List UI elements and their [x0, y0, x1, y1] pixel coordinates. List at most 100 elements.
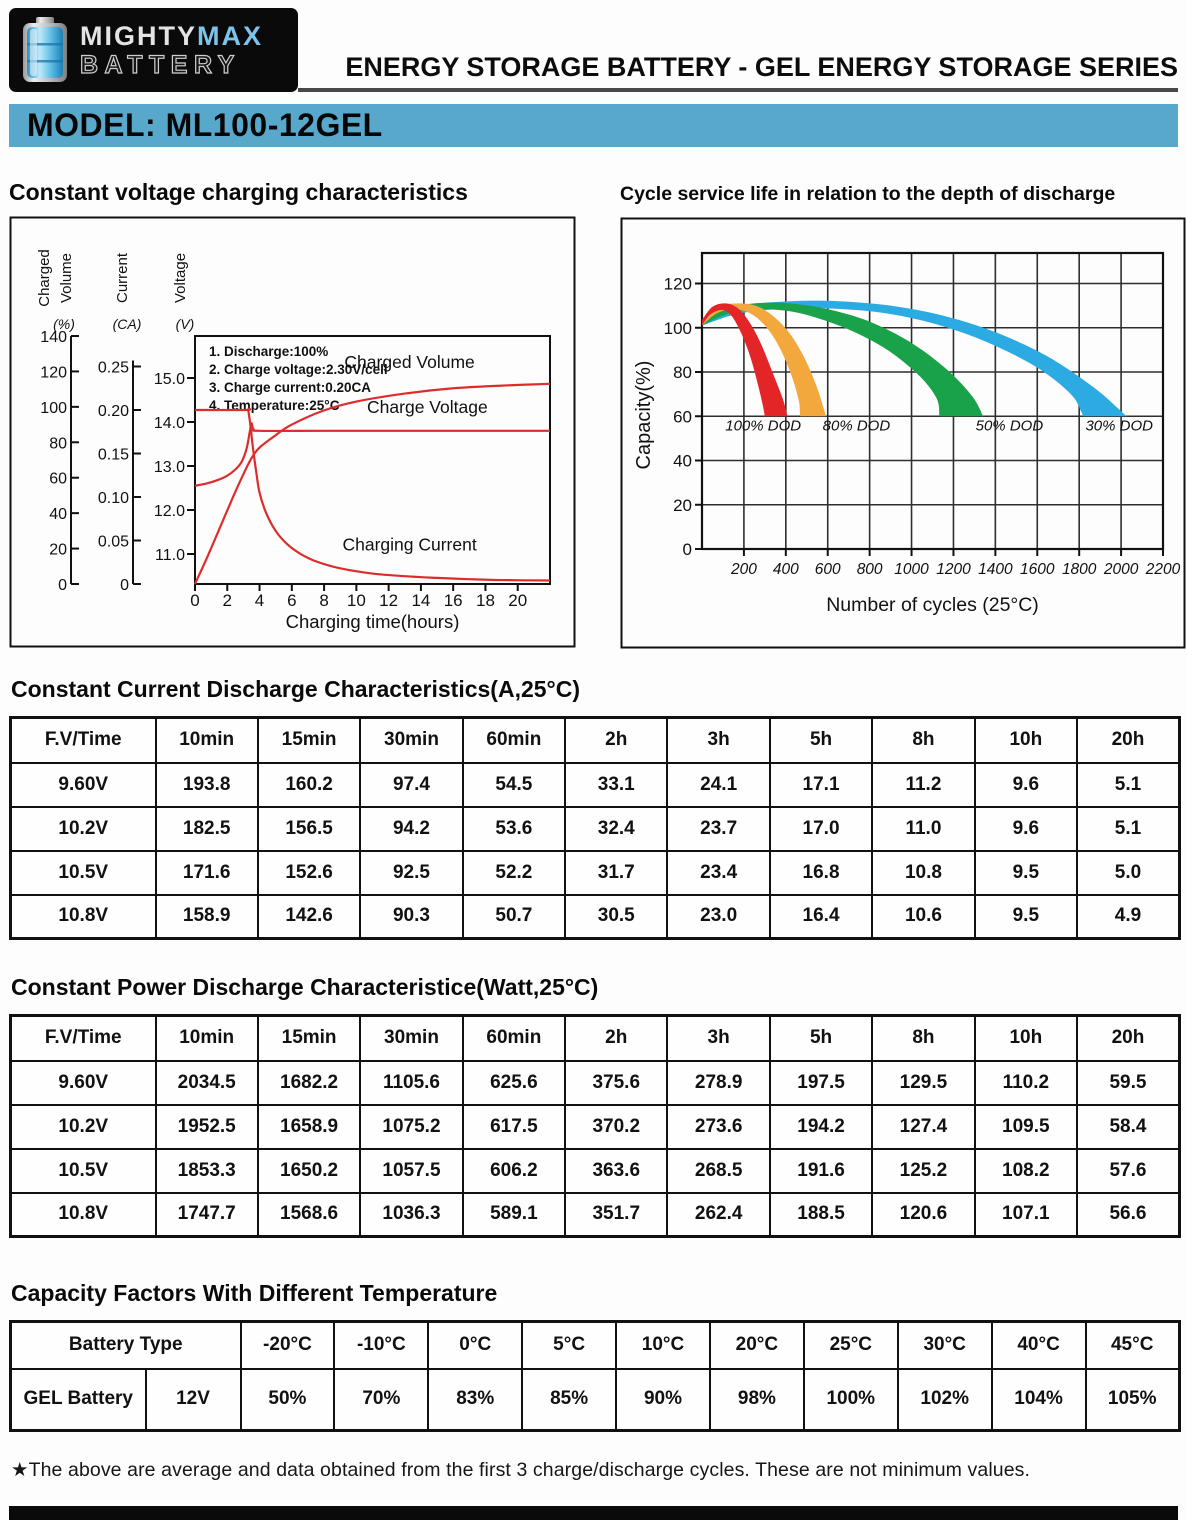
- cycle-life-chart: 100% DOD 80% DOD 50% DOD 30% DOD 0 20 40 60 80 10…: [620, 217, 1186, 654]
- series-label: Charge Voltage: [367, 397, 488, 417]
- table-cell: 30.5: [564, 893, 669, 940]
- column-header: 5h: [768, 716, 874, 764]
- table-cell: 370.2: [564, 1103, 669, 1150]
- svg-text:120: 120: [664, 275, 692, 294]
- bottom-bar: [9, 1506, 1178, 1520]
- table-cell: 97.4: [359, 761, 464, 808]
- table-cell: 57.6: [1076, 1147, 1181, 1194]
- table-row: 10.5V 1853.3 1650.2 1057.5 606.2 363.6 268.5 19…: [9, 1147, 1181, 1194]
- charging-characteristics-chart: 0 20 40 60 80 100 120 140 0 0.05 0.10 0.15 0.20 0.25 1…: [9, 216, 576, 653]
- svg-text:20: 20: [508, 591, 527, 610]
- table-cell: 142.6: [256, 893, 362, 940]
- capacity-factors-section: Capacity Factors With Different Temperat…: [9, 1280, 1181, 1432]
- cycle-life-chart-title: Cycle service life in relation to the de…: [620, 183, 1116, 205]
- svg-text:80: 80: [673, 363, 692, 382]
- svg-text:0.25: 0.25: [98, 360, 129, 377]
- capacity-factor-cell: 100%: [802, 1367, 899, 1432]
- column-header: F.V/Time: [9, 716, 157, 764]
- constant-current-section: Constant Current Discharge Characteristi…: [9, 676, 1181, 940]
- table-cell: 108.2: [973, 1147, 1079, 1194]
- temperature-header: 30°C: [896, 1320, 993, 1370]
- table-cell: 160.2: [256, 761, 362, 808]
- table-cell: 1105.6: [359, 1059, 464, 1106]
- table-cell: 5.0: [1076, 849, 1181, 896]
- brand-logo: MIGHTYMAX BATTERY: [9, 8, 298, 92]
- table-cell: 1057.5: [359, 1147, 464, 1194]
- column-header: 15min: [256, 716, 362, 764]
- table-cell: 1853.3: [154, 1147, 259, 1194]
- table-cell: 9.6: [973, 805, 1079, 852]
- temperature-header: -20°C: [239, 1320, 336, 1370]
- battery-type-header: Battery Type: [9, 1320, 242, 1370]
- svg-text:2: 2: [223, 591, 232, 610]
- svg-text:12.0: 12.0: [154, 503, 185, 520]
- table-cell: 617.5: [461, 1103, 567, 1150]
- svg-text:13.0: 13.0: [154, 459, 185, 476]
- table-cell: 9.5: [973, 849, 1079, 896]
- svg-text:14.0: 14.0: [154, 415, 185, 432]
- temperature-header: 20°C: [708, 1320, 805, 1370]
- table-cell: 375.6: [564, 1059, 669, 1106]
- capacity-factor-cell: 85%: [521, 1367, 618, 1432]
- table-cell: 23.4: [666, 849, 771, 896]
- svg-text:200: 200: [730, 561, 757, 578]
- svg-text:0: 0: [58, 577, 67, 594]
- column-header: 10h: [973, 1014, 1079, 1062]
- svg-text:140: 140: [40, 329, 67, 346]
- table-cell: 16.8: [768, 849, 874, 896]
- svg-text:8: 8: [319, 591, 328, 610]
- table-cell: 1658.9: [256, 1103, 362, 1150]
- svg-text:1800: 1800: [1062, 561, 1097, 578]
- table-cell: 262.4: [666, 1191, 771, 1238]
- column-header: 20h: [1076, 716, 1181, 764]
- column-header: 30min: [359, 1014, 464, 1062]
- dod-label: 80% DOD: [823, 418, 891, 435]
- svg-text:11.0: 11.0: [155, 547, 185, 564]
- table-row: 10.2V 1952.5 1658.9 1075.2 617.5 370.2 273.6 19…: [9, 1103, 1181, 1150]
- table-cell: 56.6: [1076, 1191, 1181, 1238]
- table-cell: 1650.2: [256, 1147, 362, 1194]
- dod-band: [702, 302, 984, 417]
- svg-text:0.20: 0.20: [98, 403, 129, 420]
- capacity-factor-cell: 104%: [990, 1367, 1087, 1432]
- table-header-row: Battery Type -20°C -10°C 0°C 5°C 10°C 20°C 25°C…: [9, 1320, 1181, 1370]
- column-header: 8h: [871, 1014, 976, 1062]
- table-row: GEL Battery 12V 50% 70% 83% 85% 90% 98% 100% 102%…: [9, 1367, 1181, 1432]
- constant-current-table-holder: F.V/Time 10min 15min 30min 60min 2h 3h 5h 8h 10h 2…: [9, 716, 1181, 940]
- battery-voltage-cell: 12V: [144, 1367, 242, 1432]
- svg-text:1. Discharge:100%: 1. Discharge:100%: [209, 344, 328, 359]
- column-header: 30min: [359, 716, 464, 764]
- constant-power-table-holder: F.V/Time 10min 15min 30min 60min 2h 3h 5h 8h 10h 2…: [9, 1014, 1181, 1238]
- svg-text:16: 16: [444, 591, 463, 610]
- table-row: 10.2V 182.5 156.5 94.2 53.6 32.4 23.7 17.0 11.0 9…: [9, 805, 1181, 852]
- dod-label: 100% DOD: [725, 418, 801, 435]
- table-cell: 59.5: [1076, 1059, 1181, 1106]
- table-cell: 31.7: [564, 849, 669, 896]
- table-cell: 11.2: [871, 761, 976, 808]
- temperature-header: 5°C: [521, 1320, 618, 1370]
- dod-band: [702, 303, 788, 417]
- capacity-factors-table-title: Capacity Factors With Different Temperat…: [11, 1280, 498, 1306]
- series-label: Charging Current: [342, 535, 476, 555]
- constant-power-section: Constant Power Discharge Characteristice…: [9, 974, 1181, 1238]
- table-cell: 16.4: [768, 893, 874, 940]
- series-title-rule: ENERGY STORAGE BATTERY - GEL ENERGY STOR…: [298, 52, 1178, 92]
- svg-text:1600: 1600: [1020, 561, 1055, 578]
- table-cell: 351.7: [564, 1191, 669, 1238]
- table-cell: 9.60V: [9, 1059, 157, 1106]
- brand-name-line2: BATTERY: [79, 50, 241, 79]
- svg-text:120: 120: [40, 364, 67, 381]
- svg-text:0: 0: [190, 591, 199, 610]
- table-cell: 625.6: [461, 1059, 567, 1106]
- table-cell: 182.5: [154, 805, 259, 852]
- constant-current-table-title: Constant Current Discharge Characteristi…: [11, 676, 581, 702]
- svg-text:0: 0: [120, 577, 129, 594]
- table-cell: 92.5: [359, 849, 464, 896]
- svg-text:2. Charge voltage:2.30V/cell: 2. Charge voltage:2.30V/cell: [209, 362, 388, 377]
- charging-chart-block: Constant voltage charging characteristic…: [9, 179, 576, 654]
- column-header: F.V/Time: [9, 1014, 157, 1062]
- table-row: 10.5V 171.6 152.6 92.5 52.2 31.7 23.4 16.8 10.8 9…: [9, 849, 1181, 896]
- svg-text:14: 14: [411, 591, 430, 610]
- svg-text:40: 40: [673, 452, 692, 471]
